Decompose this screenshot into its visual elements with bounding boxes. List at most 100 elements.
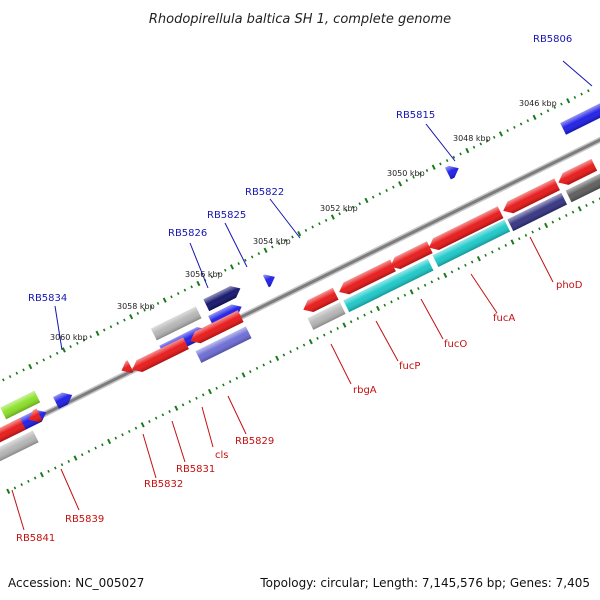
gene-label-rb5806[interactable]: RB5806 [533,34,572,45]
gene-label-fucp[interactable]: fucP [399,361,420,372]
gene-rb5826-grey[interactable] [150,306,202,341]
gene-label-rbga[interactable]: rbgA [353,385,377,396]
outer-tick [271,245,274,249]
outer-tick [229,264,234,270]
inner-tick [27,479,30,483]
inner-tick [571,210,575,214]
inner-tick [195,396,198,400]
inner-tick [558,217,561,221]
outer-tick [324,218,328,222]
gene-label-rb5826[interactable]: RB5826 [168,228,207,239]
tick-label-3046: 3046 kbp [519,99,557,108]
gene-label-rb5825[interactable]: RB5825 [207,210,246,221]
inner-tick [417,287,420,291]
leader-line [171,420,186,463]
outer-tick [244,258,247,262]
inner-tick [222,383,225,387]
genome-backbone [0,136,600,440]
gene-phod-grey[interactable] [565,173,600,203]
inner-tick [20,483,23,487]
gene-rb5825[interactable] [203,283,243,312]
gene-fucp-red[interactable] [387,241,433,272]
outer-tick [116,321,119,325]
leader-line [470,273,498,314]
gene-label-phod[interactable]: phoD [556,280,583,291]
outer-tick [183,288,187,292]
gene-label-rb5839[interactable]: RB5839 [65,514,104,525]
outer-tick [277,242,281,246]
inner-tick [423,283,427,287]
gene-rb5841[interactable] [0,430,39,462]
gene-rb5815[interactable] [445,162,462,180]
gene-label-rb5841[interactable]: RB5841 [16,533,55,544]
inner-tick [154,416,158,420]
outer-tick [506,129,509,133]
inner-tick [470,260,474,264]
outer-tick [311,225,314,229]
inner-tick [363,313,366,317]
inner-tick [370,310,373,314]
outer-tick [49,355,52,359]
leader-line [54,305,63,351]
gene-rb5806[interactable] [560,96,600,135]
inner-tick [39,471,44,478]
outer-tick [210,275,214,279]
gene-rbga-grey[interactable] [307,302,346,330]
outer-tick [156,301,160,305]
gene-rb5822[interactable] [263,271,278,288]
inner-tick [585,204,588,207]
outer-tick [566,98,571,104]
gene-fuco[interactable] [426,206,504,253]
gene-phod[interactable] [556,158,598,188]
outer-tick [498,131,503,137]
gene-fucp-red2[interactable] [336,259,396,298]
gene-cls[interactable] [195,326,252,363]
outer-tick [445,159,449,163]
inner-tick [249,370,252,374]
tick-marks [2,89,600,494]
inner-tick [275,355,280,362]
gene-rb5831[interactable] [129,337,189,375]
gene-label-cls[interactable]: cls [215,450,229,461]
gene-label-rb5834[interactable]: RB5834 [28,293,67,304]
gene-rb5839[interactable] [0,417,26,446]
outer-tick [452,155,456,159]
gene-label-rb5829[interactable]: RB5829 [235,436,274,447]
inner-tick [342,322,347,328]
outer-tick [405,179,409,182]
outer-tick [378,192,382,196]
inner-tick [409,289,414,295]
gene-label-rb5815[interactable]: RB5815 [396,110,435,121]
inner-tick [517,237,521,241]
gene-rb5829[interactable] [188,310,244,346]
gene-fuco-cyan[interactable] [432,219,511,267]
gene-rb5834b[interactable] [53,389,75,409]
leader-line [420,298,444,340]
gene-rb5839b[interactable] [26,408,43,426]
outer-tick [257,252,261,256]
inner-tick [430,280,434,284]
inner-tick [289,350,292,354]
gene-rbga[interactable] [300,287,339,316]
inner-tick [134,426,138,430]
gene-label-fuco[interactable]: fucO [444,339,467,350]
gene-label-rb5832[interactable]: RB5832 [144,479,183,490]
outer-tick [439,162,442,166]
inner-tick [531,230,534,234]
inner-tick [390,300,393,304]
gene-label-fuca[interactable]: fucA [493,313,515,324]
leader-line [562,60,593,87]
outer-tick [69,345,72,349]
gene-rb5832[interactable] [119,360,134,376]
inner-tick [450,270,454,274]
gene-label-rb5822[interactable]: RB5822 [245,187,284,198]
outer-tick [297,230,302,237]
inner-tick [476,255,481,262]
gene-fuca[interactable] [500,178,560,216]
gene-fucp[interactable] [343,258,434,313]
inner-tick [269,360,272,364]
gene-label-rb5831[interactable]: RB5831 [176,464,215,475]
gene-fuca-dark[interactable] [507,192,568,232]
gene-rb5834-green[interactable] [0,390,41,420]
outer-tick [42,358,45,362]
